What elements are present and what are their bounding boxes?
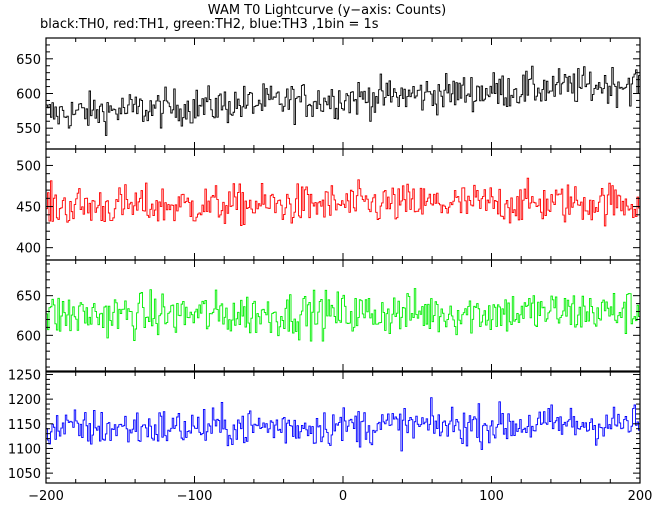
x-tick-label: 0: [339, 489, 347, 504]
panel-th2: 600 650: [16, 259, 641, 372]
y-tick-label: 500: [16, 159, 41, 174]
y-tick-label: 1100: [8, 442, 41, 457]
y-tick-label: 450: [16, 201, 41, 216]
panel-th0: 550 600 650: [16, 37, 641, 150]
y-tick-label: 650: [16, 290, 41, 305]
series-line-th3: [46, 397, 640, 452]
chart-subtitle: black:TH0, red:TH1, green:TH2, blue:TH3 …: [40, 17, 379, 32]
y-tick-label: 1050: [8, 467, 41, 482]
y-tick-label: 1150: [8, 418, 41, 433]
y-tick-label: 600: [16, 329, 41, 344]
x-tick-label: −100: [177, 489, 213, 504]
series-line-th1: [46, 177, 640, 227]
series-line-th2: [46, 288, 640, 342]
panel-frame: [45, 259, 641, 372]
x-tick-label: 100: [479, 489, 504, 504]
y-tick-label: 650: [16, 53, 41, 68]
panel-frame: [45, 37, 641, 150]
y-tick-label: 1250: [8, 368, 41, 383]
x-tick-label: 200: [628, 489, 653, 504]
y-tick-label: 400: [16, 242, 41, 257]
chart-title: WAM T0 Lightcurve (y−axis: Counts): [207, 3, 447, 18]
panel-th1: 400 450 500: [16, 148, 641, 261]
x-tick-label: −200: [28, 489, 64, 504]
y-tick-label: 1200: [8, 393, 41, 408]
y-tick-label: 600: [16, 88, 41, 103]
series-line-th0: [46, 65, 640, 136]
panel-th3: 1050 1100 1150 1200 1250: [8, 368, 641, 484]
y-tick-label: 550: [16, 122, 41, 137]
